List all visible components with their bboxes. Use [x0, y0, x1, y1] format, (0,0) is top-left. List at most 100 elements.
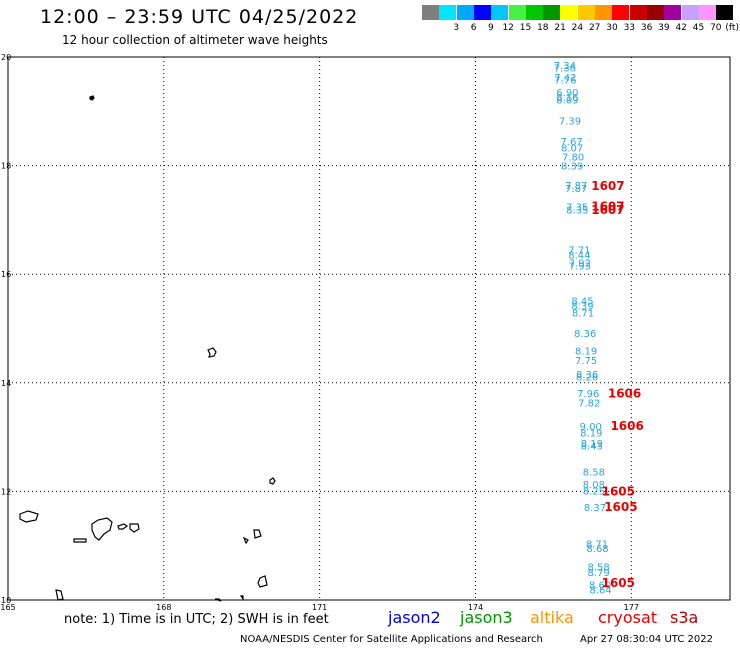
lat-label: 14: [1, 379, 11, 388]
wave-height-label: 7.87: [565, 181, 587, 192]
legend-label: 33: [623, 23, 636, 33]
wave-height-label: 8.19: [580, 429, 602, 440]
satellite-cryosat: cryosat: [598, 608, 658, 627]
wave-height-label: 7.87: [565, 184, 587, 195]
satellite-altika: altika: [530, 608, 574, 627]
wave-height-label: 8.08: [583, 480, 605, 491]
wave-height-label: 7.82: [578, 399, 600, 410]
latitude-labels: 20 18 16 14 12 10: [1, 53, 11, 605]
wave-height-label: 8.44: [568, 250, 590, 261]
island: [214, 598, 222, 602]
grid-lines: [8, 57, 730, 600]
wave-height-label: 7.80: [562, 153, 584, 164]
pass-time-label: 1605: [602, 576, 635, 590]
wave-height-label: 8.37: [584, 503, 606, 514]
lat-label: 20: [1, 53, 11, 62]
wave-height-label: 7.75: [575, 356, 597, 367]
wave-height-label: 8.45: [571, 297, 593, 308]
lat-label: 12: [1, 487, 11, 496]
lon-label: 168: [156, 603, 171, 612]
wave-height-label: 8.36: [574, 329, 596, 340]
satellite-s3a: s3a: [670, 608, 699, 627]
legend-label: 70: [710, 23, 722, 33]
pass-time-label: 1605: [602, 485, 635, 499]
map-title: 12:00 – 23:59 UTC 04/25/2022: [40, 6, 359, 28]
lat-label: 18: [1, 162, 11, 171]
satellite-jason3: jason3: [460, 608, 513, 627]
wave-height-label: 8.19: [575, 347, 597, 358]
island: [19, 510, 39, 523]
island: [129, 523, 140, 533]
wave-height-label: 8.35: [566, 205, 588, 216]
island: [117, 523, 129, 530]
wave-height-label: 8.07: [561, 143, 583, 154]
wave-height-label: 8.79: [587, 568, 609, 579]
wave-height-label: 8.43: [581, 442, 603, 453]
pass-time-label: 1607: [591, 203, 624, 217]
wave-height-label: 8.58: [587, 563, 609, 574]
island: [55, 589, 64, 601]
lon-label: 177: [624, 603, 639, 612]
pass-time-label: 1607: [591, 200, 624, 214]
island: [239, 595, 244, 601]
legend-label: 6: [470, 23, 477, 33]
wave-height-label: 7.96: [577, 389, 599, 400]
island: [269, 477, 276, 485]
legend-label: 15: [519, 23, 532, 33]
lon-label: 165: [0, 603, 15, 612]
wave-height-label: 7.35: [566, 203, 588, 214]
wave-height-label: 8.39: [561, 161, 583, 172]
coastlines: [19, 95, 276, 602]
wave-height-label: 7.92: [569, 259, 591, 270]
longitude-labels: 165 168 171 174 177: [0, 603, 639, 612]
wave-height-label: 8.26: [576, 373, 598, 384]
legend-label: 27: [588, 23, 601, 33]
wave-height-label: 9.00: [580, 422, 602, 433]
wave-height-label: 8.71: [586, 539, 608, 550]
wave-height-label: 8.09: [556, 96, 578, 107]
wave-height-label: 7.36: [554, 64, 576, 75]
pass-time-label: 1607: [591, 179, 624, 193]
legend-label: 36: [640, 23, 653, 33]
island: [73, 538, 87, 543]
credit-line: NOAA/NESDIS Center for Satellite Applica…: [240, 634, 543, 645]
island: [257, 575, 268, 588]
lon-label: 171: [312, 603, 327, 612]
wave-height-label: 7.34: [554, 61, 576, 72]
pass-time-label: 1606: [610, 419, 643, 433]
legend-label: 3: [453, 23, 460, 33]
wave-height-label: 8.60: [589, 581, 611, 592]
lat-label: 16: [1, 270, 11, 279]
wave-height-label: 7.42: [554, 73, 576, 84]
pass-time-label: 1605: [604, 500, 637, 514]
legend-label: 12: [502, 23, 514, 33]
legend-label: 18: [537, 23, 549, 33]
island: [253, 529, 262, 539]
wave-height-label: 8.71: [572, 309, 594, 320]
wave-height-label: 8.64: [590, 585, 612, 596]
wave-height-label: 8.25: [583, 487, 605, 498]
legend-label: 42: [675, 23, 687, 33]
legend-unit: (ft): [725, 23, 739, 33]
wave-height-label: 6.90: [556, 88, 578, 99]
units-note: note: 1) Time is in UTC; 2) SWH is in fe…: [64, 612, 329, 627]
legend-label: 9: [488, 23, 494, 33]
island: [89, 95, 95, 101]
wave-height-label: 7.67: [560, 137, 582, 148]
island: [242, 536, 249, 545]
wave-height-readings: 7.347.367.427.766.908.168.09 7.39 7.678.07…: [554, 61, 612, 597]
generated-timestamp: Apr 27 08:30:04 UTC 2022: [580, 634, 713, 645]
wave-height-label: 7.76: [554, 76, 576, 87]
island: [91, 517, 113, 541]
wave-height-label: 8.19: [581, 439, 603, 450]
lon-label: 174: [468, 603, 483, 612]
legend-label: 21: [554, 23, 566, 33]
map-frame: [7, 56, 731, 601]
wave-height-label: 8.58: [583, 468, 605, 479]
wave-height-label: 7.93: [569, 261, 591, 272]
wave-height-label: 8.39: [571, 301, 593, 312]
wave-height-label: 8.68: [586, 544, 608, 555]
lat-label: 10: [1, 596, 11, 605]
